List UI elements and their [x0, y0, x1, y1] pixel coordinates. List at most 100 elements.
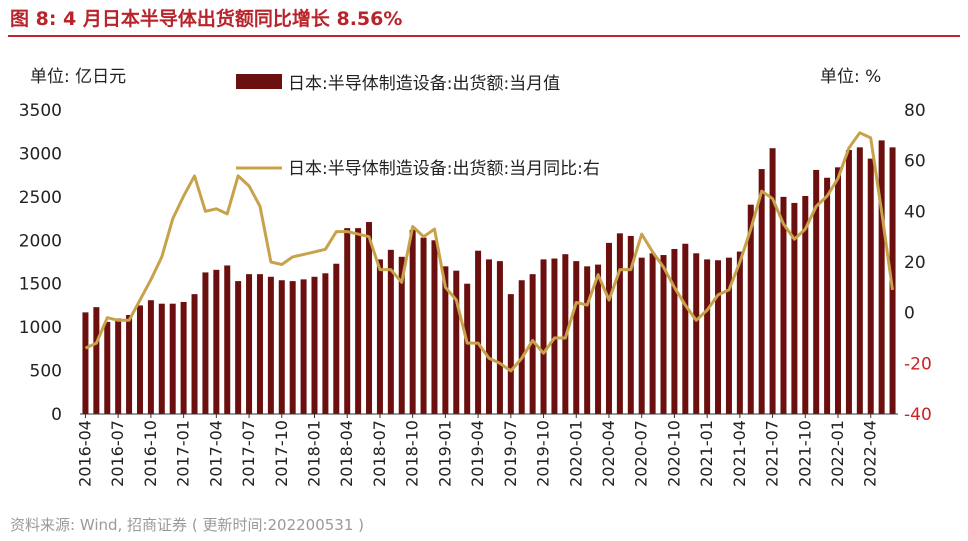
x-tick-label: 2020-07	[632, 420, 651, 487]
legend-bar-label: 日本:半导体制造设备:出货额:当月值	[288, 74, 560, 94]
x-tick-label: 2018-10	[403, 420, 422, 487]
bar	[355, 228, 362, 414]
x-tick-label: 2022-01	[828, 420, 847, 487]
bar	[267, 276, 274, 414]
legend-line-label: 日本:半导体制造设备:出货额:当月同比:右	[288, 159, 600, 179]
bar	[791, 202, 798, 414]
bar	[824, 177, 831, 414]
bar	[147, 300, 154, 414]
bar	[704, 259, 711, 414]
bar	[529, 274, 536, 414]
bar	[256, 274, 263, 414]
source-note: 资料来源: Wind, 招商证券 ( 更新时间:202200531 )	[10, 516, 365, 534]
bar	[627, 235, 634, 414]
x-tick-label: 2017-07	[239, 420, 258, 487]
y-right-tick-label: 20	[904, 253, 926, 273]
legend-bar-swatch	[236, 74, 282, 89]
x-tick-label: 2021-04	[730, 420, 749, 487]
y-left-tick-label: 0	[51, 405, 62, 425]
y-right-tick-label: -20	[904, 354, 932, 374]
figure-title: 图 8: 4 月日本半导体出货额同比增长 8.56%	[10, 8, 403, 30]
x-tick-label: 2018-01	[304, 420, 323, 487]
bar	[584, 266, 591, 414]
bar	[867, 158, 874, 414]
bar	[300, 279, 307, 414]
bar	[442, 266, 449, 414]
bar	[758, 169, 765, 414]
bar	[366, 222, 373, 414]
bar	[115, 318, 122, 414]
x-tick-label: 2017-01	[174, 420, 193, 487]
bar	[551, 258, 558, 414]
x-tick-label: 2017-04	[206, 420, 225, 487]
bar	[813, 169, 820, 414]
bar	[486, 259, 492, 414]
bar	[409, 229, 416, 414]
bar	[856, 147, 863, 414]
bar	[104, 321, 111, 414]
bar	[693, 253, 700, 414]
y-left-tick-label: 2000	[19, 231, 62, 251]
bar	[311, 276, 318, 414]
bar	[660, 255, 667, 414]
bar	[595, 264, 602, 414]
y-right-tick-label: 0	[904, 304, 915, 324]
x-tick-label: 2022-04	[861, 420, 880, 487]
y-right-tick-label: 80	[904, 101, 926, 121]
bar	[507, 294, 514, 414]
x-tick-label: 2017-10	[272, 420, 291, 487]
bar	[845, 149, 852, 414]
x-tick-label: 2021-01	[697, 420, 716, 487]
bar	[671, 248, 678, 414]
bar	[126, 314, 133, 414]
bar	[82, 312, 89, 414]
bar	[725, 257, 732, 414]
bar	[398, 256, 405, 414]
x-tick-label: 2018-07	[370, 420, 389, 487]
bar	[322, 273, 329, 414]
bar	[420, 237, 427, 414]
x-tick-label: 2019-01	[435, 420, 454, 487]
y-left-tick-label: 3500	[19, 101, 62, 121]
bar	[780, 196, 787, 414]
bar	[93, 307, 100, 414]
bar	[464, 283, 471, 414]
bar	[475, 250, 482, 414]
bar	[191, 294, 198, 414]
left-axis-unit-label: 单位: 亿日元	[30, 67, 126, 87]
bar	[289, 281, 296, 414]
bar	[376, 259, 383, 414]
bar	[136, 305, 143, 414]
title-divider	[8, 35, 960, 37]
x-tick-label: 2016-10	[141, 420, 160, 487]
x-tick-label: 2021-10	[795, 420, 814, 487]
y-left-tick-label: 500	[30, 362, 62, 382]
bar	[246, 274, 253, 414]
bar	[736, 251, 743, 414]
x-tick-label: 2021-07	[763, 420, 782, 487]
bar	[540, 259, 547, 414]
bar	[496, 261, 503, 414]
bar	[202, 272, 209, 414]
x-tick-label: 2019-07	[501, 420, 520, 487]
bar	[344, 228, 351, 414]
bar	[453, 270, 460, 414]
bar	[715, 260, 722, 414]
bar	[682, 243, 689, 414]
bar	[333, 263, 340, 414]
y-left-tick-label: 1500	[19, 275, 62, 295]
yoy-line	[84, 131, 894, 373]
bar	[802, 195, 809, 414]
x-tick-label: 2019-10	[534, 420, 553, 487]
y-left-tick-label: 3000	[19, 144, 62, 164]
x-tick-label: 2016-07	[108, 420, 127, 487]
x-tick-label: 2016-04	[75, 420, 94, 487]
bar	[180, 301, 187, 414]
x-tick-label: 2018-04	[337, 420, 356, 487]
bar	[638, 257, 645, 414]
x-tick-label: 2020-10	[664, 420, 683, 487]
bar	[769, 148, 776, 414]
bar	[649, 253, 656, 414]
bar	[518, 280, 525, 414]
